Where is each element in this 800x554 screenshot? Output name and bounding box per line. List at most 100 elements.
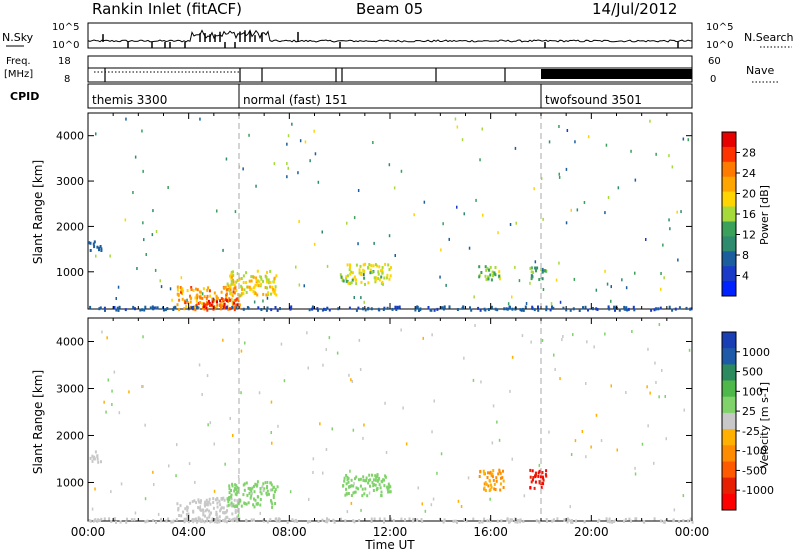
echo-cell — [167, 517, 170, 521]
echo-cell — [230, 497, 233, 501]
echo-cell — [553, 353, 555, 357]
echo-cell — [321, 518, 324, 522]
echo-cell — [509, 389, 511, 393]
echo-cell — [119, 520, 122, 524]
echo-cell — [103, 306, 106, 310]
colorbar-swatch — [722, 236, 736, 252]
y-tick-label: 4000 — [56, 335, 84, 348]
echo-cell — [235, 303, 237, 307]
echo-cell — [516, 520, 519, 524]
echo-cell — [216, 501, 219, 505]
echo-cell — [228, 487, 231, 491]
echo-cell — [376, 487, 379, 490]
echo-cell — [307, 366, 309, 370]
echo-cell — [374, 483, 377, 487]
echo-cell — [317, 180, 320, 184]
echo-cell — [511, 518, 514, 522]
echo-cell — [463, 356, 465, 360]
echo-cell — [382, 308, 385, 311]
echo-cell — [213, 291, 216, 295]
velocity-colorbar: 1000 500 100 25 -25 -100 -500 -1000 — [721, 331, 774, 511]
echo-cell — [381, 480, 384, 484]
echo-cell — [674, 307, 677, 311]
echo-cell — [312, 471, 314, 474]
echo-cell — [235, 484, 238, 488]
echo-cell — [156, 306, 159, 310]
echo-cell — [351, 271, 354, 275]
echo-cell — [149, 306, 152, 310]
echo-cell — [545, 474, 548, 478]
echo-cell — [231, 504, 233, 508]
echo-cell — [677, 258, 679, 262]
echo-cell — [198, 518, 201, 522]
echo-cell — [467, 476, 470, 480]
echo-cell — [400, 169, 403, 173]
echo-cell — [144, 305, 147, 309]
echo-cell — [328, 336, 331, 340]
echo-cell — [354, 490, 357, 494]
echo-cell — [115, 308, 118, 312]
echo-cell — [228, 484, 231, 488]
echo-cell — [176, 292, 179, 296]
echo-cell — [172, 308, 175, 311]
nave-label: Nave — [746, 64, 774, 77]
echo-cell — [243, 288, 246, 292]
echo-cell — [562, 306, 565, 310]
echo-cell — [378, 517, 381, 521]
echo-cell — [195, 287, 197, 291]
echo-cell — [224, 517, 227, 521]
echo-cell — [98, 248, 100, 252]
echo-cell — [256, 283, 259, 287]
echo-cell — [232, 282, 235, 286]
echo-cell — [328, 518, 330, 522]
echo-cell — [270, 292, 272, 296]
echo-cell — [186, 508, 189, 512]
echo-cell — [575, 519, 577, 523]
echo-cell — [205, 306, 208, 310]
echo-cell — [358, 268, 361, 272]
echo-cell — [242, 292, 245, 296]
echo-cell — [340, 275, 343, 279]
echo-cell — [212, 297, 215, 301]
echo-cell — [606, 282, 609, 286]
echo-cell — [206, 519, 209, 523]
echo-cell — [141, 308, 144, 312]
y-tick-label: 3000 — [56, 382, 84, 395]
echo-cell — [537, 471, 540, 475]
echo-cell — [260, 275, 262, 279]
echo-cell — [542, 476, 545, 480]
echo-cell — [230, 282, 233, 286]
echo-cell — [350, 494, 353, 497]
echo-cell — [211, 517, 214, 521]
echo-cell — [609, 520, 611, 524]
echo-cell — [481, 520, 484, 524]
echo-cell — [308, 308, 311, 312]
echo-cell — [427, 306, 430, 309]
colorbar-tick-label: 8 — [742, 249, 749, 262]
x-tick-label: 04:00 — [171, 525, 206, 539]
echo-cell — [291, 518, 294, 522]
echo-cell — [614, 307, 616, 310]
colorbar-swatch — [722, 146, 736, 163]
echo-cell — [222, 519, 225, 523]
echo-cell — [222, 305, 225, 309]
echo-cell — [345, 492, 348, 496]
echo-cell — [634, 466, 636, 470]
echo-cell — [201, 519, 204, 523]
colorbar-swatch — [722, 364, 736, 382]
echo-cell — [625, 306, 628, 310]
echo-cell — [415, 306, 418, 310]
echo-cell — [234, 509, 237, 513]
echo-cell — [551, 519, 554, 523]
echo-cell — [436, 471, 438, 475]
echo-cell — [142, 385, 144, 388]
echo-cell — [184, 507, 187, 511]
echo-cell — [246, 493, 249, 497]
freq-tick-bottom: 8 — [64, 74, 70, 85]
echo-cell — [448, 237, 450, 241]
echo-cell — [187, 512, 190, 516]
echo-cell — [485, 277, 488, 281]
echo-cell — [237, 299, 240, 303]
echo-cell — [204, 509, 207, 513]
echo-cell — [367, 281, 370, 285]
